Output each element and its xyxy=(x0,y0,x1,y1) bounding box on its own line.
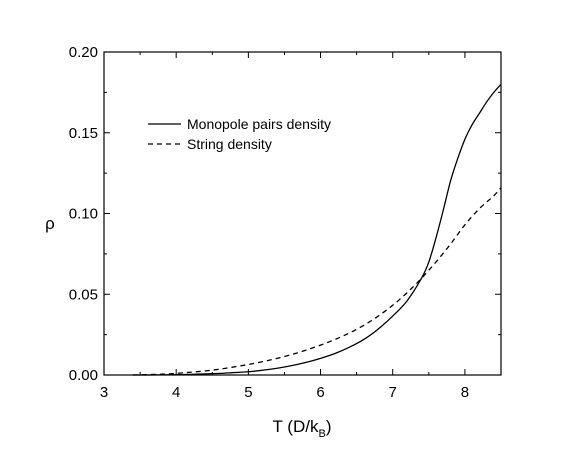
y-tick-label: 0.15 xyxy=(69,125,98,142)
plot-frame xyxy=(103,51,502,376)
axis-ticks xyxy=(103,51,501,376)
x-tick-label: 3 xyxy=(100,384,108,401)
series-line-string xyxy=(132,187,502,376)
y-tick-label: 0.00 xyxy=(69,367,98,384)
x-tick-label: 8 xyxy=(461,384,469,401)
plot-area xyxy=(103,51,502,376)
x-tick-label: 6 xyxy=(316,384,324,401)
x-axis-title: T (D/kB) xyxy=(273,417,332,440)
x-axis-title-subscript: B xyxy=(318,428,325,440)
x-tick-label: 5 xyxy=(244,384,252,401)
legend-label-string: String density xyxy=(187,136,272,152)
x-tick-label: 4 xyxy=(172,384,180,401)
legend-label-monopole: Monopole pairs density xyxy=(187,116,331,132)
y-tick-label: 0.20 xyxy=(69,44,98,61)
tick-labels: 3 4 5 6 7 8 0.00 0.05 0.10 0.15 0.20 xyxy=(69,44,469,401)
x-tick-label: 7 xyxy=(389,384,397,401)
series-line-monopole-pairs xyxy=(132,83,502,376)
legend: Monopole pairs density String density xyxy=(148,116,331,152)
x-axis-title-close: ) xyxy=(326,417,332,436)
y-tick-label: 0.10 xyxy=(69,206,98,223)
y-tick-label: 0.05 xyxy=(69,286,98,303)
y-axis-title: ρ xyxy=(45,214,55,233)
curves xyxy=(132,83,502,376)
x-axis-title-main: T (D/k xyxy=(273,417,319,436)
